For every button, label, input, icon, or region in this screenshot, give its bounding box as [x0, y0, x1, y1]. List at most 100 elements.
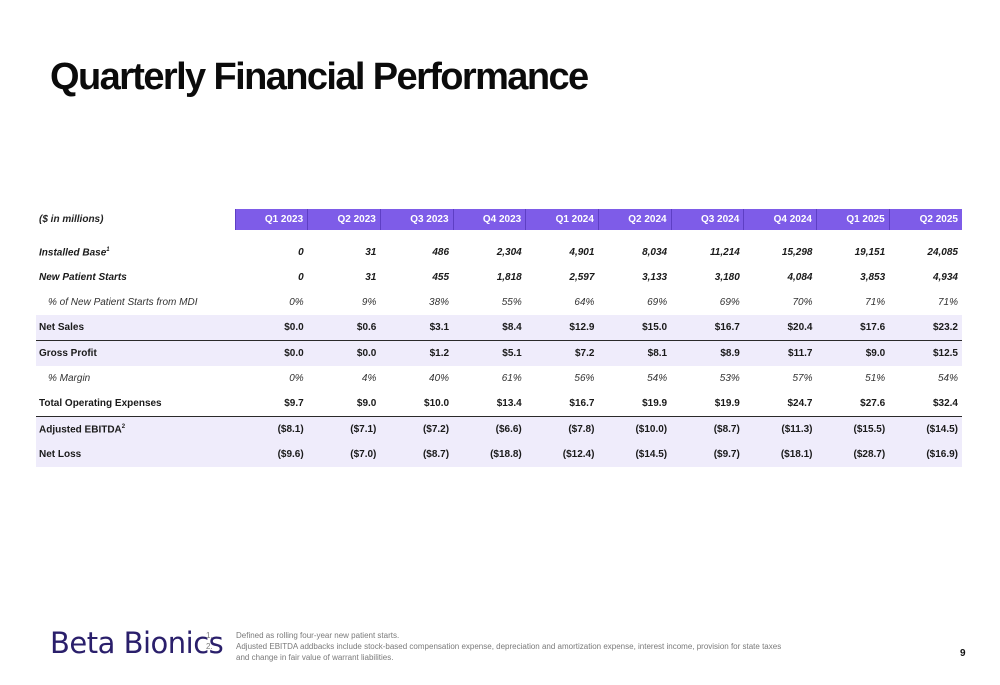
row-label-text: Adjusted EBITDA [39, 424, 122, 436]
table-cell: $12.5 [889, 340, 962, 366]
table-row: New Patient Starts 0 31 455 1,818 2,597 3,133 3… [36, 265, 962, 290]
table-cell: $8.1 [598, 340, 672, 366]
quarter-header: Q3 2024 [670, 209, 744, 230]
table-cell: $19.9 [598, 391, 672, 417]
table-cell: 71% [865, 297, 886, 308]
row-label: Gross Profit [36, 340, 235, 366]
footnote-marker: 2 [121, 423, 126, 430]
footnote: 2. Adjusted EBITDA addbacks include stoc… [206, 641, 786, 663]
table-cell: 2,304 [496, 247, 522, 258]
table-cell: 53% [719, 373, 740, 384]
table-row: Gross Profit $0.0 $0.0 $1.2 $5.1 $7.2 $8.1 $8.9… [36, 340, 962, 366]
table-cell: $8.9 [671, 340, 744, 366]
table-cell: $12.9 [525, 315, 599, 341]
table-cell: 31 [365, 247, 377, 258]
table-cell: 3,853 [860, 272, 886, 283]
table-cell: 0 [298, 272, 304, 283]
table-cell: 38% [429, 297, 450, 308]
table-cell: $10.0 [380, 391, 454, 417]
table-cell: 4,934 [932, 272, 958, 283]
table-cell: $3.1 [380, 315, 454, 341]
table-cell: 55% [501, 297, 522, 308]
table-cell: ($14.5) [598, 442, 672, 467]
financial-table: ($ in millions) Q1 2023 Q2 2023 Q3 2023 … [36, 209, 962, 467]
table-cell: ($9.6) [235, 442, 308, 467]
table-cell: 4,084 [787, 272, 813, 283]
table-cell: 11,214 [709, 247, 740, 258]
table-cell: ($14.5) [889, 416, 962, 442]
table-cell: 3,180 [714, 272, 740, 283]
table-cell: ($12.4) [525, 442, 599, 467]
row-label: Adjusted EBITDA2 [36, 416, 235, 442]
table-cell: 40% [429, 373, 450, 384]
table-cell: 0% [289, 297, 304, 308]
company-logo: Beta Bionics [50, 626, 224, 660]
row-label: % of New Patient Starts from MDI [36, 290, 235, 315]
row-label-text: % Margin [48, 373, 91, 384]
footnote: 1. Defined as rolling four-year new pati… [206, 630, 786, 641]
table-cell: 9% [361, 297, 377, 308]
table-cell: ($8.7) [671, 416, 744, 442]
quarter-header: Q4 2023 [452, 209, 526, 230]
table-cell: ($11.3) [743, 416, 817, 442]
table-cell: $13.4 [453, 391, 526, 417]
row-label: New Patient Starts [36, 265, 235, 290]
table-cell: 19,151 [854, 247, 886, 258]
table-row: Net Loss ($9.6) ($7.0) ($8.7) ($18.8) ($12.4)… [36, 442, 962, 467]
quarter-header: Q1 2023 [234, 209, 308, 230]
table-cell: $0.0 [307, 340, 381, 366]
row-label: Total Operating Expenses [36, 391, 235, 417]
table-cell: ($7.1) [307, 416, 381, 442]
table-cell: 8,034 [642, 247, 668, 258]
row-label-text: Net Sales [39, 322, 85, 333]
page-title: Quarterly Financial Performance [50, 56, 589, 98]
table-cell: $8.4 [453, 315, 526, 341]
table-cell: $19.9 [671, 391, 744, 417]
table-row: Adjusted EBITDA2 ($8.1) ($7.1) ($7.2) ($6.6)… [36, 416, 962, 442]
table-cell: ($15.5) [816, 416, 890, 442]
table-cell: ($9.7) [671, 442, 744, 467]
table-cell: 31 [365, 272, 377, 283]
table-cell: 54% [647, 373, 668, 384]
quarter-header: Q1 2024 [525, 209, 599, 230]
table-cell: 4% [361, 373, 377, 384]
table-cell: ($7.0) [307, 442, 381, 467]
table-cell: 486 [432, 247, 450, 258]
row-label-text: Total Operating Expenses [39, 398, 162, 409]
table-cell: ($18.1) [743, 442, 817, 467]
footnote-text: Defined as rolling four-year new patient… [236, 631, 400, 640]
row-label: Net Loss [36, 442, 235, 467]
quarter-header: Q2 2025 [888, 209, 962, 230]
table-row: Net Sales $0.0 $0.6 $3.1 $8.4 $12.9 $15.0 $16.7… [36, 315, 962, 341]
table-row: Installed Base1 0 31 486 2,304 4,901 8,034 11,2… [36, 240, 962, 265]
table-cell: $0.0 [235, 340, 308, 366]
table-cell: 455 [432, 272, 450, 283]
quarter-header: Q2 2023 [307, 209, 381, 230]
table-cell: 0% [289, 373, 304, 384]
table-row: % Margin 0% 4% 40% 61% 56% 54% 53% 57% 51% 54% [36, 366, 962, 391]
table-cell: ($7.8) [525, 416, 599, 442]
table-cell: 54% [937, 373, 958, 384]
table-cell: 57% [792, 373, 813, 384]
table-header-row: ($ in millions) Q1 2023 Q2 2023 Q3 2023 … [36, 209, 962, 230]
table-cell: ($8.1) [235, 416, 308, 442]
spacer-row [36, 230, 962, 240]
row-label-text: Gross Profit [39, 348, 97, 359]
quarter-header: Q2 2024 [597, 209, 672, 230]
table-cell: 4,901 [569, 247, 595, 258]
footnote-number: 1. [206, 631, 213, 640]
table-cell: $32.4 [889, 391, 962, 417]
table-cell: $9.0 [816, 340, 890, 366]
table-cell: 71% [937, 297, 958, 308]
table-cell: 69% [719, 297, 740, 308]
table-cell: ($28.7) [816, 442, 890, 467]
table-cell: ($10.0) [598, 416, 672, 442]
table-cell: $9.0 [307, 391, 381, 417]
table-cell: 2,597 [569, 272, 595, 283]
row-label-text: Net Loss [39, 449, 82, 460]
table-cell: $24.7 [743, 391, 817, 417]
table-row: % of New Patient Starts from MDI 0% 9% 38% 5… [36, 290, 962, 315]
table-cell: $9.7 [235, 391, 308, 417]
footnote-number: 2. [206, 642, 213, 651]
table-cell: $15.0 [598, 315, 672, 341]
